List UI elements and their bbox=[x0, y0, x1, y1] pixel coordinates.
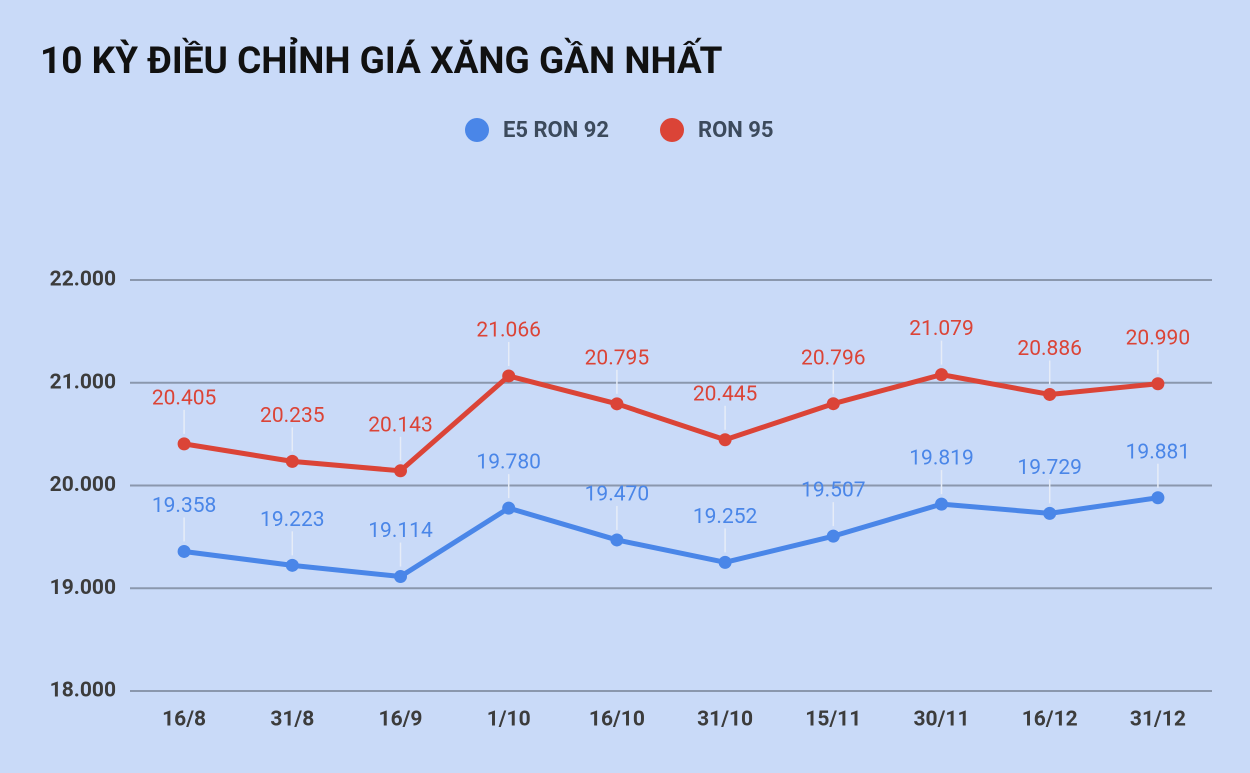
x-tick-label: 31/10 bbox=[697, 708, 753, 732]
data-point bbox=[718, 555, 732, 569]
data-point bbox=[285, 558, 299, 572]
data-point bbox=[826, 529, 840, 543]
x-tick-label: 31/12 bbox=[1130, 708, 1186, 732]
legend-marker bbox=[660, 118, 684, 142]
data-point bbox=[394, 570, 407, 584]
legend-marker bbox=[465, 118, 489, 142]
data-label: 19.358 bbox=[152, 494, 217, 518]
data-point bbox=[177, 437, 191, 451]
series-line bbox=[183, 372, 1159, 474]
data-point bbox=[826, 397, 840, 411]
data-point bbox=[502, 369, 516, 383]
data-point bbox=[610, 533, 624, 547]
data-label: 19.507 bbox=[801, 479, 866, 503]
data-point bbox=[935, 497, 948, 511]
data-label: 20.990 bbox=[1126, 326, 1191, 350]
data-point bbox=[502, 501, 516, 515]
y-tick-label: 19.000 bbox=[50, 576, 116, 600]
data-label: 19.780 bbox=[476, 451, 541, 475]
data-label: 19.470 bbox=[585, 483, 650, 507]
data-point bbox=[935, 368, 948, 382]
data-label: 20.445 bbox=[693, 382, 758, 406]
data-label: 19.819 bbox=[909, 447, 974, 471]
data-label: 20.405 bbox=[152, 386, 217, 410]
data-label: 19.881 bbox=[1126, 440, 1191, 464]
y-tick-label: 18.000 bbox=[50, 679, 116, 703]
data-point bbox=[1043, 506, 1057, 520]
chart-title: 10 KỲ ĐIỀU CHỈNH GIÁ XĂNG GẦN NHẤT bbox=[40, 37, 723, 83]
data-point bbox=[394, 464, 407, 478]
data-point bbox=[718, 433, 732, 447]
x-tick-label: 15/11 bbox=[805, 708, 861, 732]
data-label: 19.223 bbox=[260, 508, 325, 532]
x-tick-label: 30/11 bbox=[914, 708, 970, 732]
y-tick-label: 21.000 bbox=[50, 370, 116, 394]
x-tick-label: 16/12 bbox=[1022, 708, 1078, 732]
y-tick-label: 20.000 bbox=[50, 473, 116, 497]
data-point bbox=[285, 454, 299, 468]
data-point bbox=[1151, 377, 1165, 391]
x-tick-label: 31/8 bbox=[270, 708, 314, 732]
data-label: 19.114 bbox=[368, 519, 433, 543]
x-tick-label: 1/10 bbox=[487, 708, 531, 732]
data-point bbox=[1043, 387, 1057, 401]
y-tick-label: 22.000 bbox=[50, 268, 116, 292]
x-tick-label: 16/8 bbox=[162, 708, 206, 732]
data-label: 20.795 bbox=[585, 346, 650, 370]
data-point bbox=[177, 544, 191, 558]
data-label: 19.252 bbox=[693, 505, 758, 529]
legend-label: E5 RON 92 bbox=[503, 118, 609, 143]
data-label: 20.796 bbox=[801, 346, 866, 370]
data-label: 21.066 bbox=[476, 319, 541, 343]
data-point bbox=[1151, 491, 1165, 505]
x-tick-label: 16/10 bbox=[589, 708, 645, 732]
data-label: 19.729 bbox=[1017, 456, 1082, 480]
data-label: 20.886 bbox=[1017, 337, 1082, 361]
legend-label: RON 95 bbox=[698, 118, 774, 143]
data-point bbox=[610, 397, 624, 411]
x-tick-label: 16/9 bbox=[379, 708, 423, 732]
data-label: 21.079 bbox=[909, 317, 974, 341]
data-label: 20.235 bbox=[260, 404, 325, 428]
series-line bbox=[183, 495, 1159, 580]
data-label: 20.143 bbox=[368, 413, 433, 437]
